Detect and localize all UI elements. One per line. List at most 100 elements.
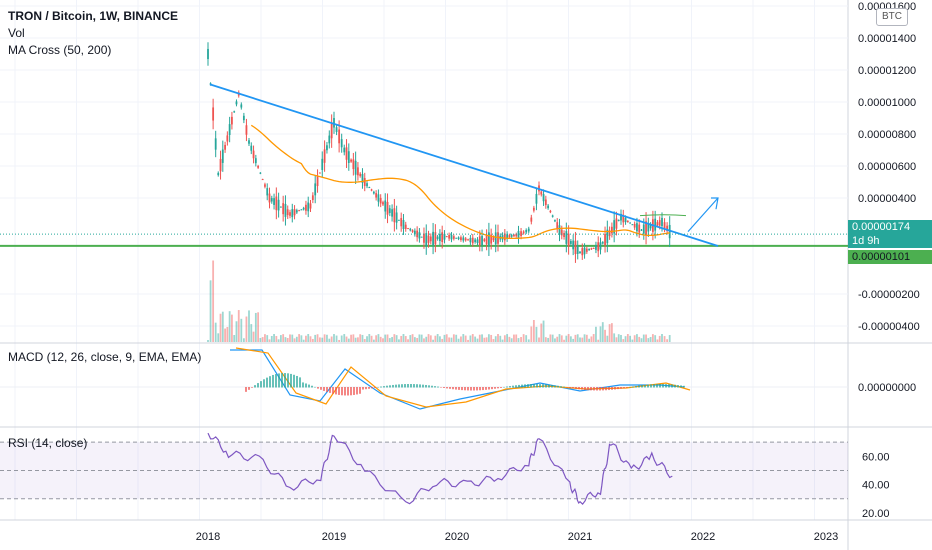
volume-bar: [386, 334, 389, 342]
volume-bar: [279, 335, 282, 342]
vol-indicator-label[interactable]: Vol: [8, 26, 25, 40]
candle-body: [485, 235, 488, 245]
volume-bar: [645, 334, 647, 342]
candle-body: [235, 101, 238, 105]
macd-histogram-bar: [635, 386, 637, 388]
macd-histogram-bar: [626, 387, 628, 388]
volume-bar: [237, 310, 240, 342]
price-tick-label: 0.00000800: [858, 129, 916, 141]
candle-body: [307, 202, 310, 212]
volume-bar: [282, 334, 285, 342]
volume-bar: [503, 335, 506, 342]
candle-body: [345, 147, 348, 160]
macd-histogram-bar: [413, 384, 415, 388]
volume-bar: [549, 334, 552, 342]
candle-body: [492, 237, 495, 241]
rsi-legend[interactable]: RSI (14, close): [8, 436, 88, 450]
candle-body: [508, 235, 511, 238]
descending-trendline: [209, 83, 719, 247]
volume-bar: [311, 338, 314, 342]
macd-histogram-bar: [500, 387, 502, 388]
macd-tick-label: 0.00000000: [858, 382, 916, 394]
candle-body: [476, 239, 479, 243]
volume-bar: [382, 338, 384, 342]
volume-bar: [416, 337, 419, 342]
macd-histogram-bar: [383, 386, 385, 388]
candle-body: [556, 222, 559, 229]
candle-body: [579, 251, 581, 254]
currency-button[interactable]: BTC: [876, 8, 908, 26]
candle-body: [275, 196, 278, 211]
volume-bar: [462, 334, 465, 342]
volume-bar: [656, 339, 659, 342]
volume-bar: [585, 334, 588, 342]
candle-body: [361, 174, 364, 183]
volume-bar: [300, 335, 303, 342]
macd-histogram-bar: [284, 373, 286, 388]
candle-body: [357, 167, 359, 176]
candle-body: [457, 237, 460, 240]
ma-cross-indicator-label[interactable]: MA Cross (50, 200): [8, 43, 112, 57]
candle-body: [633, 223, 636, 228]
volume-bar: [583, 334, 586, 342]
volume-bar: [606, 335, 609, 342]
macd-histogram-bar: [566, 387, 568, 388]
volume-bar: [483, 337, 486, 342]
candle-body: [291, 209, 294, 218]
candle-body: [460, 237, 462, 240]
candle-body: [386, 201, 389, 215]
volume-bar: [257, 312, 260, 342]
macd-histogram-bar: [509, 386, 511, 388]
volume-bar: [666, 339, 669, 342]
candle-body: [532, 207, 535, 211]
macd-histogram-bar: [536, 384, 538, 388]
volume-bar: [338, 339, 341, 342]
candle-body: [326, 145, 328, 151]
candle-body: [554, 220, 556, 222]
volume-bar: [347, 338, 350, 342]
symbol-title[interactable]: TRON / Bitcoin, 1W, BINANCE: [8, 9, 179, 23]
volume-bar: [517, 338, 520, 342]
volume-bar: [478, 334, 481, 342]
candle-body: [542, 194, 545, 202]
macd-histogram-bar: [578, 387, 580, 390]
volume-bar: [450, 337, 453, 342]
candle-body: [284, 203, 287, 217]
macd-histogram-bar: [368, 387, 370, 389]
macd-legend[interactable]: MACD (12, 26, close, 9, EMA, EMA): [8, 350, 202, 364]
candle-body: [425, 233, 428, 247]
candle-body: [522, 231, 525, 234]
volume-bar: [264, 334, 266, 342]
candle-body: [551, 215, 554, 217]
macd-histogram-bar: [404, 384, 406, 388]
volume-bar: [540, 323, 543, 342]
target-line: [639, 214, 687, 217]
macd-histogram-bar: [596, 387, 598, 391]
candle-body: [393, 208, 396, 223]
macd-histogram-bar: [245, 387, 247, 392]
volume-bar: [640, 338, 643, 342]
volume-bar: [604, 329, 606, 342]
candle-body: [382, 202, 384, 205]
macd-histogram-bar: [248, 387, 250, 390]
volume-bar: [538, 337, 540, 342]
candle-body: [513, 234, 515, 237]
candle-body: [409, 228, 412, 231]
volume-bar: [535, 326, 538, 342]
volume-bar: [608, 324, 611, 342]
candle-body: [420, 236, 423, 238]
candle-body: [219, 158, 222, 172]
candle-body: [257, 166, 260, 168]
volume-bar: [649, 337, 652, 342]
volume-bar: [506, 334, 509, 342]
candle-body: [384, 200, 387, 212]
candle-body: [647, 223, 650, 232]
candle-body: [404, 224, 407, 229]
candle-body: [407, 228, 409, 230]
volume-bar: [266, 335, 269, 342]
candle-body: [588, 248, 591, 251]
projection-arrow: [687, 197, 719, 232]
candle-body: [286, 209, 289, 216]
macd-histogram-bar: [482, 387, 484, 391]
